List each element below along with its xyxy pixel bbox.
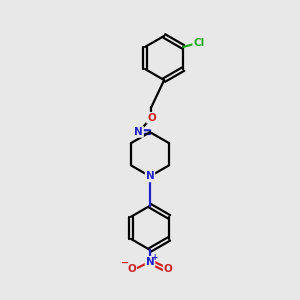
Text: N: N bbox=[146, 257, 154, 267]
Text: Cl: Cl bbox=[193, 38, 205, 48]
Text: N: N bbox=[146, 171, 154, 181]
Text: +: + bbox=[152, 253, 158, 262]
Text: O: O bbox=[147, 113, 156, 123]
Text: −: − bbox=[121, 258, 129, 268]
Text: O: O bbox=[164, 264, 172, 274]
Text: O: O bbox=[128, 264, 136, 274]
Text: N: N bbox=[134, 127, 143, 137]
